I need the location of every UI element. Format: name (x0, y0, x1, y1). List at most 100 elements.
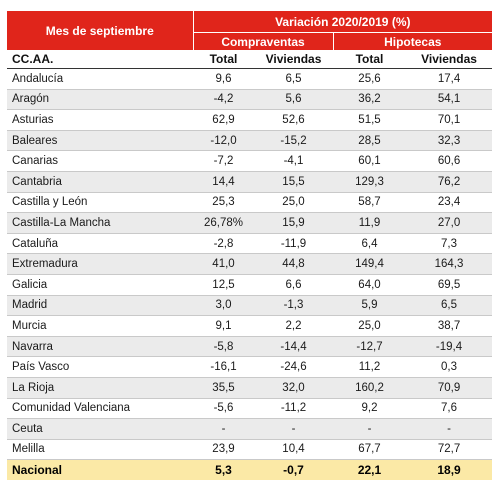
column-header-region: CC.AA. (7, 50, 193, 69)
column-header-row: CC.AA. Total Viviendas Total Viviendas (7, 50, 493, 69)
region-cell: Andalucía (7, 68, 193, 90)
region-cell: Ceuta (7, 418, 193, 440)
table-row: País Vasco -16,1 -24,6 11,2 0,3 (7, 356, 493, 378)
hip-viviendas-cell: 6,5 (406, 295, 493, 317)
cv-viviendas-cell: -11,9 (254, 233, 333, 255)
total-hip-total: 22,1 (333, 459, 406, 480)
header-row-groups: Compraventas Hipotecas (7, 32, 493, 50)
hip-total-cell: 149,4 (333, 253, 406, 275)
hip-total-cell: 5,9 (333, 295, 406, 317)
cv-total-cell: 25,3 (193, 192, 254, 214)
table-row: Ceuta - - - - (7, 418, 493, 440)
table-row: La Rioja 35,5 32,0 160,2 70,9 (7, 377, 493, 399)
region-cell: Cataluña (7, 233, 193, 255)
table-row: Madrid 3,0 -1,3 5,9 6,5 (7, 295, 493, 317)
region-cell: Galicia (7, 274, 193, 296)
cv-total-cell: 41,0 (193, 253, 254, 275)
hip-viviendas-cell: 17,4 (406, 68, 493, 90)
region-cell: Asturias (7, 109, 193, 131)
total-cv-viviendas: -0,7 (254, 459, 333, 480)
region-cell: Melilla (7, 439, 193, 461)
hip-viviendas-cell: 164,3 (406, 253, 493, 275)
region-cell: Navarra (7, 336, 193, 358)
cv-viviendas-cell: 52,6 (254, 109, 333, 131)
hip-total-cell: 11,9 (333, 212, 406, 234)
region-cell: Cantabria (7, 171, 193, 193)
hip-total-cell: 64,0 (333, 274, 406, 296)
cv-total-cell: - (193, 418, 254, 440)
cv-total-cell: -16,1 (193, 356, 254, 378)
table-row: Extremadura 41,0 44,8 149,4 164,3 (7, 253, 493, 275)
cv-viviendas-cell: - (254, 418, 333, 440)
cv-viviendas-cell: -4,1 (254, 150, 333, 172)
month-title: Mes de septiembre (7, 11, 194, 50)
cv-viviendas-cell: 2,2 (254, 315, 333, 337)
region-cell: Castilla-La Mancha (7, 212, 193, 234)
cv-viviendas-cell: 44,8 (254, 253, 333, 275)
cv-total-cell: 12,5 (193, 274, 254, 296)
table-row: Canarias -7,2 -4,1 60,1 60,6 (7, 150, 493, 172)
cv-viviendas-cell: -14,4 (254, 336, 333, 358)
data-table-container: Mes de septiembre Variación 2020/2019 (%… (7, 11, 493, 480)
hip-total-cell: 51,5 (333, 109, 406, 131)
region-cell: Castilla y León (7, 192, 193, 214)
cv-total-cell: 26,78% (193, 212, 254, 234)
hip-viviendas-cell: - (406, 418, 493, 440)
hip-viviendas-cell: 0,3 (406, 356, 493, 378)
cv-total-cell: -4,2 (193, 89, 254, 111)
total-label: Nacional (7, 459, 193, 480)
hip-viviendas-cell: 70,9 (406, 377, 493, 399)
hip-viviendas-cell: 7,3 (406, 233, 493, 255)
hip-total-cell: 58,7 (333, 192, 406, 214)
cv-viviendas-cell: 6,6 (254, 274, 333, 296)
region-cell: La Rioja (7, 377, 193, 399)
hip-viviendas-cell: 76,2 (406, 171, 493, 193)
cv-viviendas-cell: 5,6 (254, 89, 333, 111)
region-cell: Canarias (7, 150, 193, 172)
region-cell: Madrid (7, 295, 193, 317)
cv-viviendas-cell: 6,5 (254, 68, 333, 90)
region-cell: Baleares (7, 130, 193, 152)
total-row: Nacional 5,3 -0,7 22,1 18,9 (7, 459, 493, 480)
table-row: Galicia 12,5 6,6 64,0 69,5 (7, 274, 493, 296)
hip-total-cell: -12,7 (333, 336, 406, 358)
table-row: Castilla-La Mancha 26,78% 15,9 11,9 27,0 (7, 212, 493, 234)
hip-viviendas-cell: 54,1 (406, 89, 493, 111)
table-row: Murcia 9,1 2,2 25,0 38,7 (7, 315, 493, 337)
cv-total-cell: 3,0 (193, 295, 254, 317)
table-row: Cantabria 14,4 15,5 129,3 76,2 (7, 171, 493, 193)
column-header-hip-viviendas: Viviendas (406, 50, 493, 69)
cv-viviendas-cell: 15,5 (254, 171, 333, 193)
cv-viviendas-cell: 15,9 (254, 212, 333, 234)
hip-total-cell: 129,3 (333, 171, 406, 193)
column-header-cv-total: Total (193, 50, 254, 69)
variation-title: Variación 2020/2019 (%) (193, 11, 493, 33)
cv-viviendas-cell: -1,3 (254, 295, 333, 317)
cv-viviendas-cell: -24,6 (254, 356, 333, 378)
hip-viviendas-cell: 60,6 (406, 150, 493, 172)
cv-total-cell: 9,1 (193, 315, 254, 337)
hip-total-cell: 60,1 (333, 150, 406, 172)
variation-table: Mes de septiembre Variación 2020/2019 (%… (7, 11, 493, 480)
total-hip-viviendas: 18,9 (406, 459, 493, 480)
hip-total-cell: 36,2 (333, 89, 406, 111)
cv-viviendas-cell: 25,0 (254, 192, 333, 214)
table-row: Baleares -12,0 -15,2 28,5 32,3 (7, 130, 493, 152)
column-header-hip-total: Total (333, 50, 406, 69)
cv-total-cell: -2,8 (193, 233, 254, 255)
hip-total-cell: 28,5 (333, 130, 406, 152)
table-row: Aragón -4,2 5,6 36,2 54,1 (7, 89, 493, 111)
table-row: Cataluña -2,8 -11,9 6,4 7,3 (7, 233, 493, 255)
region-cell: Extremadura (7, 253, 193, 275)
cv-total-cell: 14,4 (193, 171, 254, 193)
hip-viviendas-cell: -19,4 (406, 336, 493, 358)
cv-viviendas-cell: -15,2 (254, 130, 333, 152)
cv-viviendas-cell: -11,2 (254, 398, 333, 420)
hip-total-cell: - (333, 418, 406, 440)
region-cell: Aragón (7, 89, 193, 111)
table-row: Melilla 23,9 10,4 67,7 72,7 (7, 439, 493, 461)
table-row: Castilla y León 25,3 25,0 58,7 23,4 (7, 192, 493, 214)
cv-total-cell: 23,9 (193, 439, 254, 461)
hip-viviendas-cell: 32,3 (406, 130, 493, 152)
cv-total-cell: -12,0 (193, 130, 254, 152)
